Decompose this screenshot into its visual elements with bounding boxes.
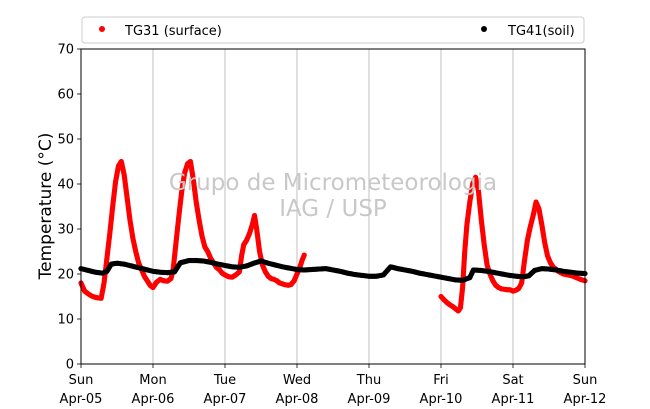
legend-marker-tg41 bbox=[481, 26, 487, 32]
x-tick-label-day: Wed bbox=[283, 373, 311, 388]
legend-marker-tg31 bbox=[99, 26, 105, 32]
x-tick-label-day: Thu bbox=[356, 373, 381, 388]
legend-box bbox=[81, 16, 585, 44]
y-axis-label: Temperature (°C) bbox=[36, 133, 56, 281]
y-tick-label: 0 bbox=[66, 358, 74, 373]
x-tick-label-day: Mon bbox=[139, 373, 166, 388]
legend-label-tg31: TG31 (surface) bbox=[124, 24, 222, 39]
axes-frame bbox=[80, 48, 586, 365]
x-tick-label-date: Apr-09 bbox=[348, 392, 391, 407]
y-tick-label: 50 bbox=[57, 133, 74, 148]
x-tick-label-date: Apr-06 bbox=[132, 392, 175, 407]
series-tg31-surface bbox=[78, 158, 588, 314]
x-tick-label-date: Apr-10 bbox=[420, 392, 463, 407]
x-tick-label-day: Sun bbox=[573, 373, 598, 388]
watermark-line-2: IAG / USP bbox=[279, 196, 387, 222]
y-tick-label: 30 bbox=[57, 223, 74, 238]
data-point bbox=[301, 252, 307, 258]
x-tick-label-day: Fri bbox=[433, 373, 449, 388]
y-tick-label: 40 bbox=[57, 178, 74, 193]
series-tg41-soil bbox=[78, 257, 588, 283]
y-tick-label: 70 bbox=[57, 43, 74, 58]
y-tick-label: 20 bbox=[57, 268, 74, 283]
x-tick-label-day: Sat bbox=[502, 373, 523, 388]
x-tick-label-day: Sun bbox=[69, 373, 94, 388]
x-tick-label-date: Apr-08 bbox=[276, 392, 319, 407]
x-tick-label-date: Apr-12 bbox=[564, 392, 607, 407]
legend: TG31 (surface) TG41(soil) bbox=[81, 16, 585, 44]
watermark-line-1: Grupo de Micrometeorologia bbox=[169, 170, 497, 196]
x-tick-label-day: Tue bbox=[213, 373, 236, 388]
x-tick-label-date: Apr-05 bbox=[60, 392, 103, 407]
grid-lines bbox=[152, 49, 514, 364]
plot-area bbox=[78, 158, 588, 314]
y-tick-label: 10 bbox=[57, 313, 74, 328]
x-tick-label-date: Apr-07 bbox=[204, 392, 247, 407]
legend-label-tg41: TG41(soil) bbox=[507, 24, 575, 39]
axis-ticks: Sun Apr-05 Mon Apr-06 Tue Apr-07 Wed Apr-08 Thu A… bbox=[57, 43, 606, 408]
x-tick-label-date: Apr-11 bbox=[492, 392, 535, 407]
y-tick-label: 60 bbox=[57, 88, 74, 103]
